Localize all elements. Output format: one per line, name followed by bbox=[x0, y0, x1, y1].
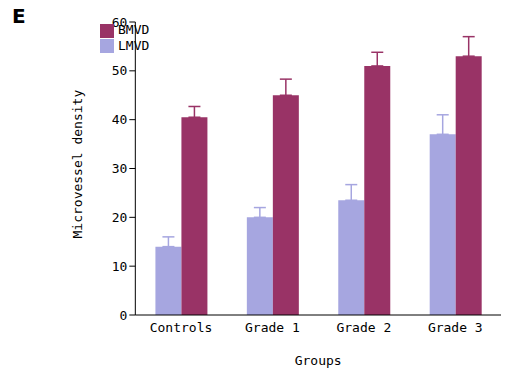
svg-text:60: 60 bbox=[112, 15, 128, 30]
svg-text:20: 20 bbox=[112, 210, 128, 225]
svg-text:50: 50 bbox=[112, 63, 128, 78]
svg-text:10: 10 bbox=[112, 259, 128, 274]
svg-text:Controls: Controls bbox=[150, 320, 213, 335]
svg-text:30: 30 bbox=[112, 161, 128, 176]
svg-text:0: 0 bbox=[119, 308, 127, 323]
svg-text:Grade 1: Grade 1 bbox=[245, 320, 300, 335]
svg-text:Microvessel density: Microvessel density bbox=[70, 90, 85, 239]
svg-text:Grade 2: Grade 2 bbox=[336, 320, 391, 335]
svg-text:Grade 3: Grade 3 bbox=[428, 320, 483, 335]
svg-text:Groups: Groups bbox=[295, 353, 342, 368]
svg-text:40: 40 bbox=[112, 112, 128, 127]
